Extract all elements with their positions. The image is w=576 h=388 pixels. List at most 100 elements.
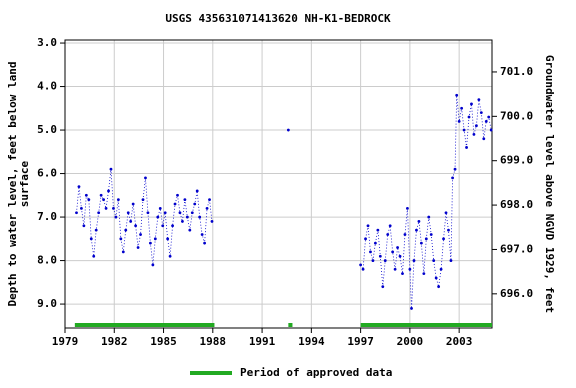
data-point (451, 176, 454, 180)
y2-tick-label: 701.0 (500, 65, 533, 78)
data-point (482, 137, 486, 141)
y-tick-label: 8.0 (37, 254, 57, 267)
data-point (89, 237, 93, 241)
data-point (373, 241, 377, 245)
data-point (369, 250, 372, 254)
data-point (166, 237, 170, 241)
data-point (161, 224, 165, 228)
x-tick-label: 2003 (446, 335, 473, 348)
x-tick-label: 1997 (347, 335, 374, 348)
data-point (131, 202, 135, 206)
x-tick-label: 1991 (249, 335, 276, 348)
data-point (455, 93, 459, 97)
data-point (489, 128, 493, 132)
x-tick-label: 1994 (298, 335, 325, 348)
data-point (361, 267, 365, 271)
data-point (465, 146, 468, 149)
data-point (99, 193, 103, 197)
data-point (141, 198, 145, 202)
data-point (410, 307, 413, 310)
data-point (453, 167, 457, 171)
data-point (171, 224, 174, 228)
x-tick-label: 1982 (101, 335, 128, 348)
data-point (94, 228, 98, 232)
data-point (82, 224, 86, 228)
data-point (484, 119, 488, 123)
data-point (178, 211, 182, 215)
data-point (210, 220, 214, 223)
data-point (200, 233, 204, 236)
data-point (434, 276, 438, 280)
data-point (149, 241, 152, 245)
data-point (87, 198, 91, 202)
y-axis-label: surface (18, 160, 31, 207)
data-point (393, 267, 397, 271)
y2-axis-label: Groundwater level above NGVD 1929, feet (543, 55, 556, 313)
data-point (378, 254, 382, 258)
approved-period (74, 323, 215, 327)
data-point (381, 285, 385, 289)
data-point (129, 220, 133, 223)
data-point (412, 259, 416, 262)
data-point (116, 198, 120, 202)
data-point (286, 128, 290, 132)
data-point (417, 220, 421, 223)
data-point (203, 241, 206, 245)
data-point (97, 211, 101, 215)
data-point (442, 237, 445, 241)
data-point (92, 254, 96, 258)
data-point (80, 206, 83, 210)
data-point (371, 259, 375, 262)
data-point (205, 206, 209, 210)
data-point (114, 215, 118, 219)
data-point (163, 211, 167, 215)
data-point (168, 254, 172, 258)
data-point (173, 202, 177, 206)
chart-title: USGS 435631071413620 NH-K1-BEDROCK (165, 12, 391, 25)
x-tick-label: 1979 (52, 335, 79, 348)
y-tick-label: 3.0 (37, 36, 57, 49)
data-point (419, 241, 423, 245)
data-point (208, 198, 211, 202)
y-tick-label: 5.0 (37, 123, 57, 136)
data-point (134, 224, 138, 228)
data-point (396, 246, 399, 249)
data-point (388, 224, 392, 228)
legend-label: Period of approved data (240, 366, 392, 379)
data-point (124, 228, 128, 232)
data-point (181, 220, 184, 223)
data-point (424, 237, 428, 241)
data-point (403, 233, 407, 236)
data-point (183, 198, 187, 202)
data-point (107, 189, 110, 193)
approved-period (360, 323, 492, 327)
data-point (139, 233, 142, 236)
y-tick-label: 7.0 (37, 210, 57, 223)
data-point (104, 206, 108, 210)
data-point (109, 167, 113, 171)
data-point (84, 193, 88, 197)
y2-tick-label: 700.0 (500, 109, 533, 122)
data-point (474, 124, 478, 128)
y2-tick-label: 697.0 (500, 242, 533, 255)
data-point (447, 228, 450, 232)
data-point (406, 206, 409, 210)
x-tick-label: 1988 (200, 335, 227, 348)
data-point (467, 115, 471, 119)
data-point (437, 285, 441, 289)
data-point (156, 215, 160, 219)
data-point (376, 228, 380, 232)
data-point (477, 98, 481, 102)
data-point (398, 254, 402, 258)
data-point (144, 176, 147, 180)
data-point (193, 202, 197, 206)
data-point (422, 272, 426, 276)
y2-tick-label: 699.0 (500, 154, 533, 167)
data-point (102, 198, 105, 202)
data-point (415, 228, 418, 232)
data-point (479, 111, 483, 115)
data-point (391, 250, 395, 254)
data-point (408, 267, 412, 271)
